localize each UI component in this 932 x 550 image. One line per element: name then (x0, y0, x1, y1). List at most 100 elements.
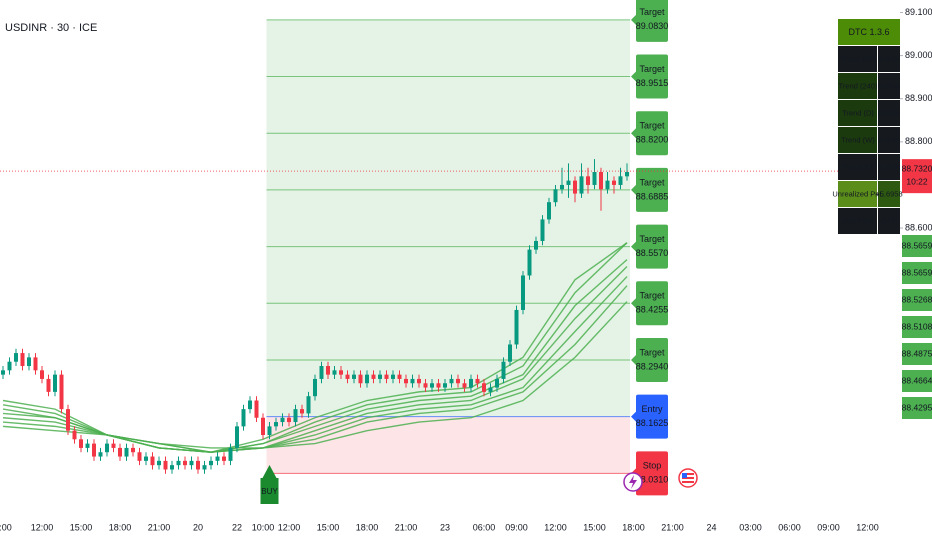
table-cell (878, 181, 900, 207)
candle (131, 443, 135, 457)
table-cell (878, 73, 900, 99)
level-name: Target (639, 291, 665, 301)
candle-body (371, 374, 376, 379)
level-name: Stop (643, 461, 662, 471)
level-tag: Entry 88.1625 (631, 394, 668, 439)
loss-zone (266, 416, 630, 474)
candle (404, 374, 408, 388)
level-name: Target (639, 64, 665, 74)
x-tick-label: 12:00 (31, 522, 54, 532)
x-tick-label: 21:00 (148, 522, 171, 532)
candle-body (118, 447, 122, 457)
candle (202, 460, 207, 474)
candle (72, 426, 77, 444)
candle-body (566, 180, 571, 185)
candle-body (625, 172, 629, 177)
candle-body (235, 426, 239, 448)
candle-body (241, 409, 246, 427)
level-tag: Target 89.0830 (631, 0, 668, 42)
candle-body (319, 366, 324, 379)
candle (547, 197, 551, 224)
level-tag-box (631, 167, 668, 212)
level-tag-box (631, 0, 668, 42)
candle (449, 374, 454, 388)
level-tag-box (631, 394, 668, 439)
table-value: +5.6958 (875, 189, 902, 198)
candles (1, 159, 629, 474)
candle-body (443, 383, 447, 388)
candle-body (436, 383, 441, 388)
ribbon-price-label: 88.4664 (902, 375, 932, 385)
candle (137, 447, 142, 466)
candle-body (261, 417, 265, 435)
candle (475, 374, 480, 388)
level-value: 88.2940 (636, 361, 669, 371)
x-tick-label: 9:00 (0, 522, 12, 532)
table-cell (878, 127, 900, 153)
candle-body (209, 460, 213, 466)
ribbon-price-tag (902, 316, 932, 338)
candle-body (553, 189, 558, 203)
candle-body (365, 374, 369, 384)
candle (176, 456, 181, 470)
candle-body (157, 460, 161, 466)
candle-body (7, 361, 12, 371)
candle (332, 366, 337, 379)
candle-body (40, 370, 44, 379)
table-cell (878, 154, 900, 180)
level-tag-box (631, 337, 668, 382)
x-tick-label: 15:00 (70, 522, 93, 532)
last-price-label: 88.7320 (902, 163, 932, 173)
candle-body (248, 400, 252, 410)
candle-body (85, 443, 90, 448)
table-label: ATR Filter (841, 216, 875, 225)
candle-body (410, 378, 415, 384)
candle (443, 378, 447, 392)
candle-body (430, 383, 434, 388)
x-tick-label: 06:00 (778, 522, 801, 532)
candle (469, 374, 473, 392)
y-tick-label: 88.9000 (905, 93, 932, 103)
candle-body (456, 378, 460, 384)
candle-body (105, 443, 109, 453)
x-tick-label: 15:00 (583, 522, 606, 532)
x-tick-label: 15:00 (317, 522, 340, 532)
candle-body (66, 409, 70, 431)
candle-body (475, 378, 480, 384)
candle (358, 370, 363, 388)
ribbon-price-label: 88.4295 (902, 402, 932, 412)
level-value: 88.8200 (636, 135, 669, 145)
candle (189, 456, 194, 470)
candle-body (196, 460, 200, 470)
level-value: 88.6885 (636, 191, 669, 201)
candle (287, 413, 291, 427)
table-cell (838, 46, 877, 72)
table-value: Bullish (878, 81, 900, 90)
candle (79, 434, 83, 453)
candle-body (46, 378, 51, 392)
candle-body (352, 374, 356, 379)
candle-body (345, 374, 350, 379)
candle-body (592, 172, 597, 185)
x-tick-label: 18:00 (622, 522, 645, 532)
x-tick-label: 20 (193, 522, 203, 532)
candle (20, 348, 25, 371)
candle (540, 215, 545, 246)
candle-body (53, 374, 57, 392)
buy-signal (260, 465, 279, 504)
candle-body (27, 357, 31, 367)
candle (235, 422, 239, 453)
level-tag: Target 88.4255 (631, 281, 669, 326)
table-value: Bullish (878, 135, 900, 144)
x-tick-label: 03:00 (739, 522, 762, 532)
ribbon-price-label: 88.4875 (902, 348, 932, 358)
levels (266, 19, 630, 474)
candle (326, 361, 330, 379)
candle-body (144, 456, 148, 461)
table-label: Trend (D) (842, 108, 874, 117)
x-tick-label: 12:00 (856, 522, 879, 532)
level-value: 88.4255 (636, 305, 669, 315)
